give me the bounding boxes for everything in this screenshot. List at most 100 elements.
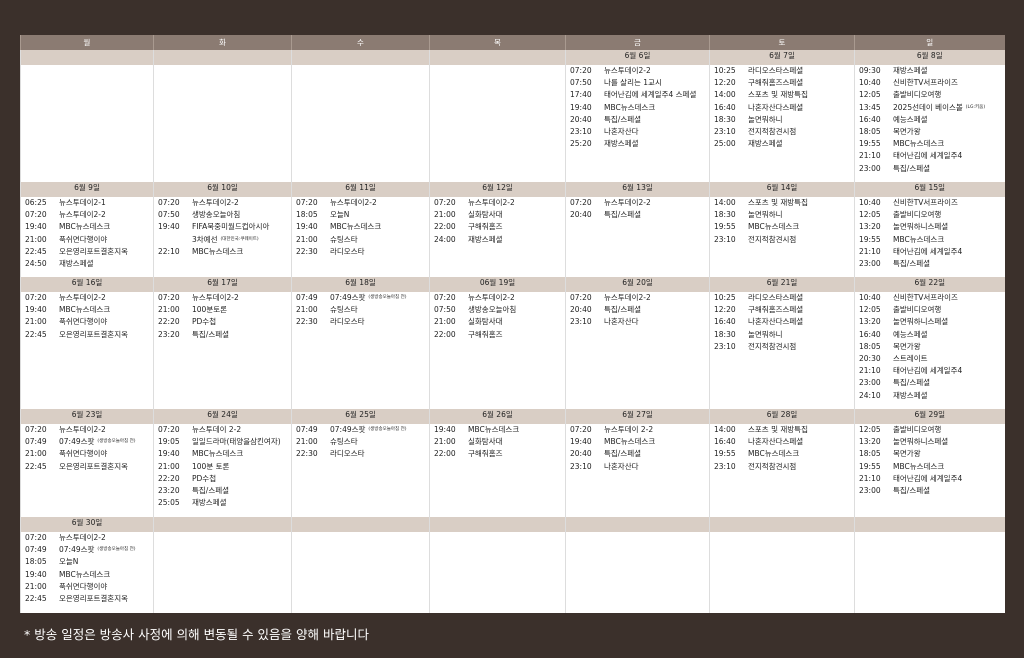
content-cell [429, 532, 566, 613]
weekday: 토 [709, 35, 855, 50]
time: 23:00 [859, 163, 881, 173]
program-line: 20:40 특집/스페셜 [567, 114, 710, 126]
date: 6월 14일 [766, 183, 798, 192]
schedule-body: 월 화 수 목 금 토 일 6월 6일 6월 7일 6월 8일 07:20 뉴스투데이2-2 07:50… [20, 35, 1005, 613]
program-title: 나혼자산다스페셜 [748, 102, 804, 112]
time: 07:20 [25, 293, 47, 302]
program-line: 12:05 출발비디오여행 [856, 89, 1005, 101]
program-title: 출발비디오여행 [893, 305, 942, 315]
program-title: 생방송오늘아침 [192, 210, 241, 220]
date-cell [854, 517, 1005, 532]
program-title: 2025선데이 베이스볼 [893, 102, 963, 112]
date-cell: 6월 28일 [709, 409, 855, 424]
time: 07:20 [25, 533, 47, 542]
time: 21:00 [25, 581, 47, 591]
program-title: 07:49스팟 [330, 425, 366, 434]
program-line: 07:20 뉴스투데이2-2 [431, 197, 566, 209]
program-title: 스트레이트 [893, 353, 928, 363]
date: 6월 9일 [74, 183, 100, 192]
time: 17:40 [570, 90, 592, 100]
program-title: 재방스페셜 [748, 139, 783, 149]
content-cell: 07:20 뉴스투데이2-2 21:00 실화탐사대 22:00 구해줘홈즈 24:00 재방… [429, 197, 566, 277]
time: 22:45 [25, 329, 47, 339]
program-line: 21:00 100분 토론 [155, 461, 292, 473]
date: 6월 29일 [914, 410, 946, 419]
content-row: 07:20 뉴스투데이2-2 07:49 07:49스팟 (생방송오늘아침 전) 21:0… [20, 424, 1005, 517]
date-cell: 6월 10일 [153, 182, 292, 197]
program-line: 18:05 오늘N [293, 209, 430, 221]
date: 6월 21일 [766, 278, 798, 287]
time: 07:20 [25, 425, 47, 434]
time: 19:40 [570, 102, 592, 112]
date: 6월 20일 [622, 278, 653, 287]
program-line: 21:00 슈팅스타 [293, 436, 430, 448]
date: 6월 8일 [916, 51, 943, 60]
program-line: 23:10 전지적참견시점 [711, 461, 855, 473]
time: 21:00 [296, 234, 318, 244]
time: 22:20 [158, 473, 180, 483]
program-title: MBC뉴스데스크 [192, 246, 244, 256]
program-title: 라디오스타 [330, 246, 365, 256]
program-line: 07:50 생방송오늘아침 [155, 209, 292, 221]
program-title: MBC뉴스데스크 [893, 139, 945, 149]
date-cell: 6월 12일 [429, 182, 566, 197]
time: 19:40 [296, 222, 318, 232]
time: 21:00 [25, 317, 47, 327]
program-title: 특집/스페셜 [192, 329, 230, 339]
date: 6월 23일 [71, 410, 103, 419]
date-cell [429, 50, 566, 65]
program-title: 놀면뭐하니스페셜 [893, 317, 949, 327]
program-title: 재방스페셜 [893, 66, 928, 75]
program-title: 복면가왕 [893, 126, 921, 136]
time: 23:00 [859, 258, 881, 268]
date: 6월 6일 [624, 51, 651, 60]
program-line: 21:00 푹쉬면다행이야 [22, 581, 154, 593]
program-title: 재방스페셜 [604, 139, 639, 149]
date-row: 6월 16일 6월 17일 6월 18일 06월 19일 6월 20일 6월 21일 6월 … [20, 277, 1005, 292]
content-cell: 10:40 신비한TV서프라이즈 12:05 출발비디오여행 13:20 놀면뭐하니스페셜… [854, 197, 1005, 277]
time: 19:40 [25, 305, 47, 315]
time: 20:40 [570, 305, 592, 315]
time: 23:10 [570, 317, 592, 327]
program-line: 24:00 재방스페셜 [431, 234, 566, 246]
program-line: 21:00 실화탐사대 [431, 209, 566, 221]
weekday: 금 [565, 35, 710, 50]
program-title: PD수첩 [192, 317, 217, 327]
content-cell [565, 532, 710, 613]
time: 21:10 [859, 366, 881, 376]
program-title: 놀면뭐하니 [748, 114, 783, 124]
program-line: 20:30 스트레이트 [856, 353, 1005, 365]
program-title: 스포츠 및 재방특집 [748, 90, 808, 100]
time: 18:05 [859, 449, 881, 459]
time: 21:00 [434, 210, 456, 220]
program-title: 특집/스페셜 [893, 258, 931, 268]
program-line: 21:00 푹쉬면다행이야 [22, 448, 154, 460]
time: 06:25 [25, 198, 47, 207]
time: 22:45 [25, 246, 47, 256]
program-title: 뉴스투데이2-2 [468, 293, 515, 302]
program-line: 12:20 구해줘홈즈스페셜 [711, 77, 855, 89]
program-line: 07:20 뉴스투데이2-2 [567, 292, 710, 304]
program-title: 오은영리포트결혼지옥 [59, 461, 128, 471]
time: 07:50 [434, 305, 456, 315]
program-title: 푹쉬면다행이야 [59, 449, 108, 459]
time: 22:45 [25, 593, 47, 603]
program-title: 뉴스투데이 2-2 [192, 425, 242, 434]
program-title: 푹쉬면다행이야 [59, 581, 108, 591]
program-line: 07:20 뉴스투데이2-2 [22, 209, 154, 221]
program-title: 라디오스타스페셜 [748, 293, 804, 302]
time: 18:05 [859, 126, 881, 136]
program-title: MBC뉴스데스크 [748, 222, 800, 232]
footer-note: * 방송 일정은 방송사 사정에 의해 변동될 수 있음을 양해 바랍니다 [24, 627, 369, 642]
program-line: 06:25 뉴스투데이2-1 [22, 197, 154, 209]
time: 18:05 [25, 557, 47, 567]
program-note: (생방송오늘아침 전) [97, 439, 136, 445]
date: 6월 15일 [914, 183, 946, 192]
time: 21:10 [859, 246, 881, 256]
date-cell: 6월 23일 [20, 409, 154, 424]
time: 21:00 [434, 437, 456, 447]
date: 6월 11일 [345, 183, 376, 192]
program-line: 18:05 복면가왕 [856, 341, 1005, 353]
program-title: 구해줘홈즈스페셜 [748, 305, 804, 315]
program-line: 13:20 놀면뭐하니스페셜 [856, 221, 1005, 233]
